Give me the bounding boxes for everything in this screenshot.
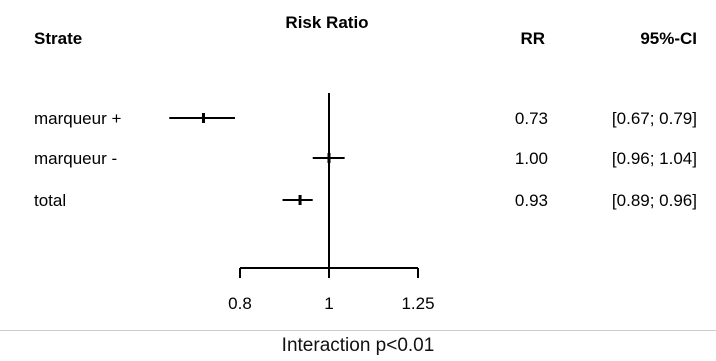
point-estimate [298,195,302,205]
ci-value: [0.96; 1.04] [612,149,697,168]
plot-area: 0.8 1 1.25 marqueur + 0.73 [0.67; 0.79] marque… [34,93,697,313]
ci-value: [0.89; 0.96] [612,191,697,210]
header-strata: Strate [34,29,82,48]
stratum-label: total [34,191,66,210]
rr-value: 0.93 [515,191,548,210]
header-rr: RR [520,29,545,48]
x-tick-label: 0.8 [228,294,252,313]
interaction-note: Interaction p<0.01 [281,335,435,356]
stratum-label: marqueur - [34,149,117,168]
stratum-label: marqueur + [34,109,121,128]
x-tick-label: 1.25 [401,294,434,313]
x-tick-label: 1 [324,294,333,313]
point-estimate [327,153,331,163]
header-plot-title: Risk Ratio [285,13,368,32]
footer-divider [0,330,716,331]
point-estimate [201,113,205,123]
rr-value: 0.73 [515,109,548,128]
forest-plot: Strate Risk Ratio RR 95%-CI 0.8 1 1.25 marq… [34,13,697,313]
rr-value: 1.00 [515,149,548,168]
ci-value: [0.67; 0.79] [612,109,697,128]
header-ci: 95%-CI [640,29,697,48]
